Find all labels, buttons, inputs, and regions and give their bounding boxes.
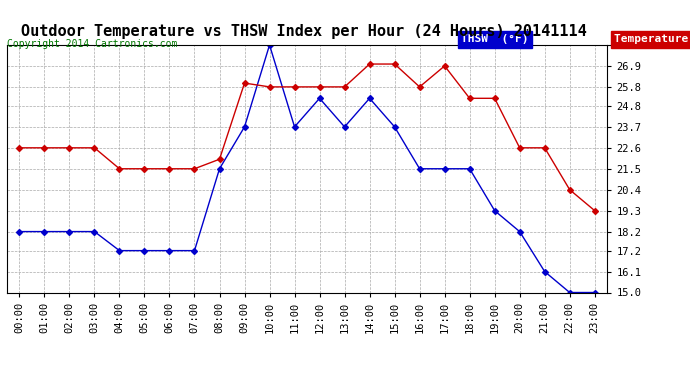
Text: THSW  (°F): THSW (°F): [462, 34, 529, 44]
Text: Temperature  (°F): Temperature (°F): [614, 34, 690, 44]
Text: Copyright 2014 Cartronics.com: Copyright 2014 Cartronics.com: [7, 39, 177, 50]
Text: Outdoor Temperature vs THSW Index per Hour (24 Hours) 20141114: Outdoor Temperature vs THSW Index per Ho…: [21, 24, 586, 39]
